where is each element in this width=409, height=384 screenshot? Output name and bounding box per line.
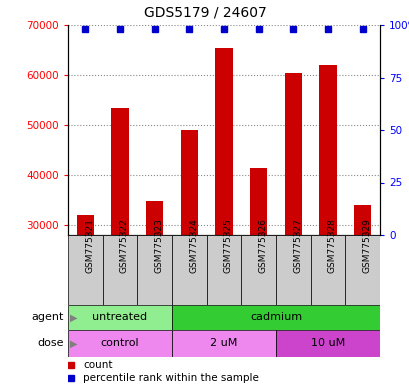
Bar bbox=[172, 330, 275, 357]
Text: GSM775323: GSM775323 bbox=[154, 218, 163, 273]
Text: control: control bbox=[101, 339, 139, 349]
Bar bbox=[172, 235, 206, 305]
Bar bbox=[172, 305, 379, 330]
Text: GSM775325: GSM775325 bbox=[223, 218, 232, 273]
Text: untreated: untreated bbox=[92, 313, 147, 323]
Text: agent: agent bbox=[31, 313, 64, 323]
Bar bbox=[180, 130, 198, 235]
Bar bbox=[319, 65, 336, 235]
Bar bbox=[76, 215, 94, 235]
Bar bbox=[68, 235, 102, 305]
Bar bbox=[137, 235, 172, 305]
Bar bbox=[111, 108, 128, 235]
Text: dose: dose bbox=[37, 339, 64, 349]
Bar bbox=[353, 205, 371, 235]
Text: 2 uM: 2 uM bbox=[210, 339, 237, 349]
Text: GSM775328: GSM775328 bbox=[327, 218, 336, 273]
Text: GSM775326: GSM775326 bbox=[258, 218, 267, 273]
Bar bbox=[284, 73, 301, 235]
Text: GDS5179 / 24607: GDS5179 / 24607 bbox=[143, 5, 266, 19]
Text: count: count bbox=[83, 359, 112, 369]
Bar bbox=[275, 235, 310, 305]
Bar bbox=[241, 235, 275, 305]
Text: ▶: ▶ bbox=[70, 313, 77, 323]
Text: GSM775321: GSM775321 bbox=[85, 218, 94, 273]
Bar bbox=[206, 235, 241, 305]
Bar bbox=[344, 235, 379, 305]
Text: GSM775322: GSM775322 bbox=[120, 218, 129, 273]
Text: ▶: ▶ bbox=[70, 339, 77, 349]
Bar bbox=[146, 201, 163, 235]
Text: percentile rank within the sample: percentile rank within the sample bbox=[83, 373, 258, 383]
Bar bbox=[310, 235, 344, 305]
Bar bbox=[102, 235, 137, 305]
Bar bbox=[249, 167, 267, 235]
Text: cadmium: cadmium bbox=[249, 313, 301, 323]
Text: GSM775327: GSM775327 bbox=[292, 218, 301, 273]
Text: 10 uM: 10 uM bbox=[310, 339, 344, 349]
Text: GSM775324: GSM775324 bbox=[189, 218, 198, 273]
Bar bbox=[68, 330, 172, 357]
Bar bbox=[68, 305, 172, 330]
Text: GSM775329: GSM775329 bbox=[362, 218, 371, 273]
Bar bbox=[215, 48, 232, 235]
Bar bbox=[275, 330, 379, 357]
